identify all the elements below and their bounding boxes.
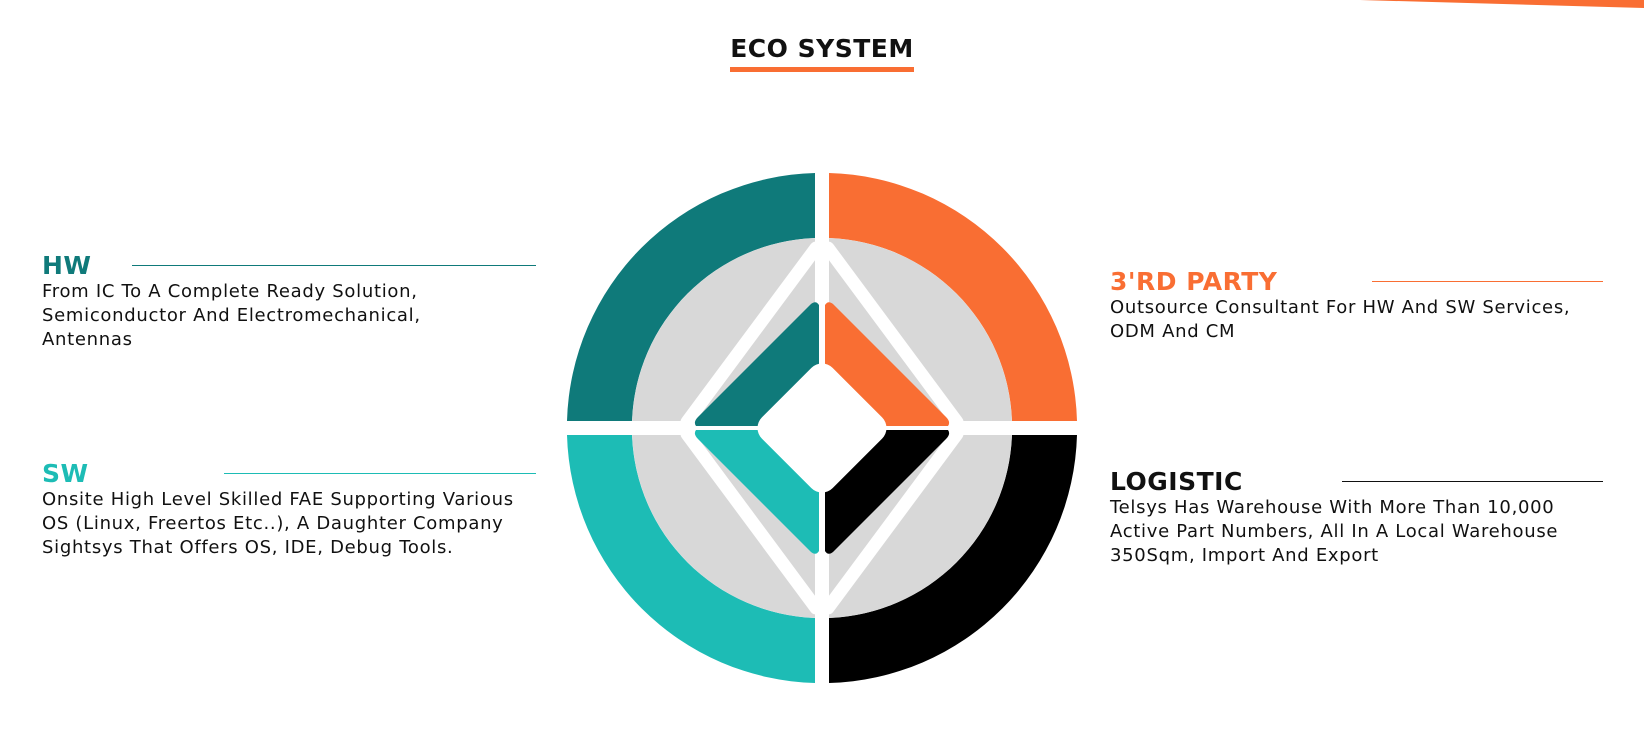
- hw-description: From IC To A Complete Ready Solution, Se…: [42, 281, 421, 350]
- logistic-title-rule: [1342, 481, 1603, 482]
- sw-block-header: SW: [42, 460, 536, 488]
- logistic-block: LOGISTIC Telsys Has Warehouse With More …: [1110, 468, 1603, 568]
- grey-ring-gap-ne: [821, 241, 964, 429]
- logistic-description: Telsys Has Warehouse With More Than 10,0…: [1110, 497, 1559, 566]
- inner-diamond-center: [757, 363, 887, 493]
- corner-accent-stroke: [1360, 0, 1644, 8]
- page-title-text: ECO SYSTEM: [730, 34, 914, 72]
- sw-title-rule: [224, 473, 536, 474]
- grey-ring-gap-se: [821, 427, 964, 615]
- hw-title-rule: [132, 265, 536, 266]
- third-party-description: Outsource Consultant For HW And SW Servi…: [1110, 297, 1571, 342]
- grey-ring-gap-sw: [680, 427, 823, 615]
- inner-diamond: [694, 302, 950, 554]
- hw-block-header: HW: [42, 252, 536, 280]
- logistic-title: LOGISTIC: [1110, 467, 1243, 496]
- logistic-block-header: LOGISTIC: [1110, 468, 1603, 496]
- third-party-title-rule: [1372, 281, 1603, 282]
- sw-title: SW: [42, 459, 89, 488]
- third-party-block-header: 3'RD PARTY: [1110, 268, 1603, 296]
- sw-block: SW Onsite High Level Skilled FAE Support…: [42, 460, 536, 560]
- outer-ring-segment-logistic: [829, 435, 1077, 683]
- grey-ring-gap-nw: [680, 241, 823, 429]
- outer-ring-segment-3rd-party: [829, 173, 1077, 421]
- outer-ring-segment-sw: [567, 435, 815, 683]
- outer-ring-segment-hw: [567, 173, 815, 421]
- third-party-title: 3'RD PARTY: [1110, 267, 1278, 296]
- hw-block: HW From IC To A Complete Ready Solution,…: [42, 252, 536, 352]
- page-title: ECO SYSTEM: [0, 28, 1644, 72]
- third-party-block: 3'RD PARTY Outsource Consultant For HW A…: [1110, 268, 1603, 344]
- ecosystem-wheel: [567, 173, 1077, 683]
- outer-ring: [567, 173, 1077, 683]
- hw-title: HW: [42, 251, 92, 280]
- sw-description: Onsite High Level Skilled FAE Supporting…: [42, 489, 514, 558]
